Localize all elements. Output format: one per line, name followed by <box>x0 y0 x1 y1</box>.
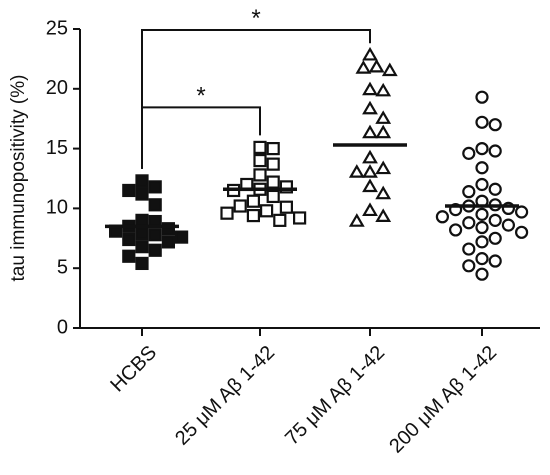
point <box>135 174 149 188</box>
y-tick-label: 5 <box>57 256 68 278</box>
y-tick-label: 0 <box>57 316 68 338</box>
point <box>375 82 392 97</box>
point <box>462 185 476 199</box>
point <box>355 60 372 74</box>
y-tick-label: 25 <box>46 17 68 39</box>
y-tick-label: 15 <box>46 137 68 159</box>
point <box>462 216 476 230</box>
point <box>266 189 280 204</box>
point <box>501 218 515 232</box>
point <box>135 240 149 254</box>
significance-label: * <box>251 5 260 32</box>
point <box>368 58 385 73</box>
point <box>475 177 489 192</box>
point <box>260 204 274 218</box>
significance-bracket <box>141 106 261 169</box>
point <box>266 157 280 171</box>
point <box>220 206 234 220</box>
point <box>488 231 502 245</box>
point <box>362 149 378 164</box>
point <box>475 252 489 266</box>
point <box>148 180 162 194</box>
point <box>475 267 489 281</box>
point <box>348 213 365 227</box>
point <box>375 160 392 175</box>
y-tick-label: 10 <box>46 197 68 219</box>
point <box>279 200 293 214</box>
point <box>462 259 476 273</box>
point <box>462 146 476 160</box>
point <box>161 235 175 249</box>
point <box>362 164 378 178</box>
point <box>375 185 392 200</box>
point <box>362 46 378 61</box>
point <box>475 161 489 175</box>
point <box>253 168 267 182</box>
point <box>161 222 175 236</box>
point <box>246 208 260 223</box>
point <box>266 175 280 189</box>
point <box>488 213 502 227</box>
point <box>475 220 489 235</box>
point <box>488 254 502 268</box>
point <box>488 182 502 196</box>
x-tick-label: HCBS <box>106 342 161 397</box>
point <box>435 210 449 224</box>
x-tick-label: 25 μM Aβ 1-42 <box>171 342 279 450</box>
point <box>233 199 247 213</box>
point <box>362 81 378 96</box>
point <box>449 202 463 217</box>
x-tick-label: 75 μM Aβ 1-42 <box>281 342 389 450</box>
point <box>246 194 260 208</box>
point <box>253 153 267 168</box>
point <box>122 249 136 263</box>
point <box>514 225 529 239</box>
point <box>362 124 378 139</box>
point <box>362 100 378 115</box>
point <box>148 228 162 242</box>
point <box>293 211 307 225</box>
point <box>488 118 502 132</box>
point <box>475 115 489 129</box>
point <box>175 230 189 244</box>
point <box>279 180 293 194</box>
point <box>514 205 529 219</box>
point <box>362 202 378 217</box>
point <box>135 213 149 227</box>
point <box>449 223 463 237</box>
point <box>362 178 378 193</box>
point <box>135 187 149 201</box>
y-tick-label: 20 <box>46 77 68 99</box>
point <box>273 213 287 227</box>
significance-label: * <box>196 82 205 109</box>
point <box>475 207 489 221</box>
x-tick-label: 200 μM Aβ 1-42 <box>385 342 501 458</box>
y-axis-label: tau immunopositivity (%) <box>8 75 29 282</box>
point <box>253 140 267 155</box>
point <box>148 243 162 257</box>
point <box>475 235 489 249</box>
point <box>462 242 476 256</box>
point <box>148 198 162 212</box>
point <box>266 142 280 156</box>
point <box>375 124 392 139</box>
point <box>135 256 149 271</box>
point <box>135 226 149 241</box>
point <box>375 110 392 124</box>
significance-bracket <box>141 29 371 169</box>
point <box>488 144 502 158</box>
point <box>475 142 489 156</box>
point <box>348 164 365 178</box>
point <box>122 232 136 247</box>
point <box>501 201 515 215</box>
point <box>475 90 489 104</box>
point <box>375 208 392 222</box>
point <box>381 62 398 77</box>
point <box>122 183 136 198</box>
